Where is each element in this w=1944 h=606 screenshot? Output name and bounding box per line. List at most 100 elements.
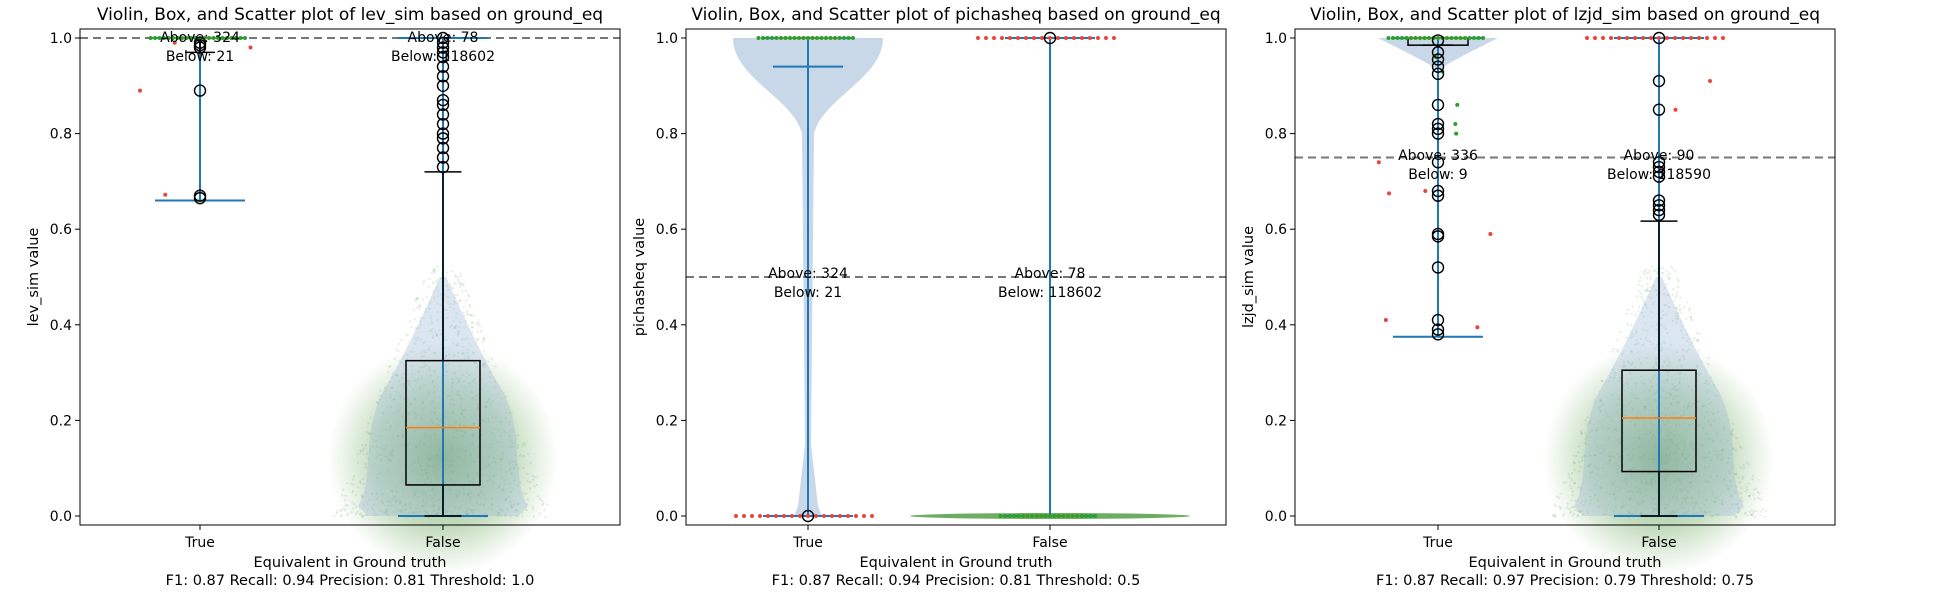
scatter-point xyxy=(514,453,517,457)
scatter-point xyxy=(437,508,440,511)
scatter-point xyxy=(508,434,512,437)
scatter-point xyxy=(457,302,460,305)
scatter-point xyxy=(1601,36,1605,40)
scatter-point xyxy=(426,513,430,516)
scatter-point xyxy=(454,492,458,496)
scatter-point xyxy=(388,365,391,369)
scatter-point xyxy=(1716,454,1719,458)
scatter-point xyxy=(1721,36,1725,40)
scatter-point xyxy=(414,343,417,346)
scatter-point xyxy=(1720,449,1724,452)
scatter-point xyxy=(530,462,533,465)
scatter-point xyxy=(510,429,513,432)
scatter-point xyxy=(1575,454,1578,458)
scatter-point xyxy=(1632,448,1635,451)
scatter-point xyxy=(1721,502,1724,506)
scatter-point xyxy=(369,449,372,452)
scatter-point xyxy=(1689,440,1693,443)
scatter-point xyxy=(471,433,474,436)
scatter-point xyxy=(469,415,473,419)
scatter-point xyxy=(1650,310,1653,314)
scatter-point xyxy=(984,36,988,40)
scatter-point xyxy=(1764,509,1768,512)
scatter-point xyxy=(1449,36,1454,40)
scatter-point xyxy=(1702,404,1706,407)
outlier-marker xyxy=(1652,199,1666,212)
scatter-point xyxy=(351,489,355,493)
scatter-point xyxy=(1671,382,1674,386)
scatter-point xyxy=(1642,328,1645,331)
scatter-point xyxy=(1629,312,1633,315)
scatter-point xyxy=(454,274,457,277)
scatter-point xyxy=(1458,36,1463,40)
scatter-point xyxy=(1695,364,1699,367)
scatter-point xyxy=(529,480,532,484)
scatter-point xyxy=(419,465,422,468)
scatter-point xyxy=(1578,470,1581,473)
scatter-point xyxy=(1642,297,1645,300)
scatter-point xyxy=(833,36,837,40)
scatter-point xyxy=(1580,509,1584,512)
scatter-point xyxy=(462,435,465,438)
scatter-point xyxy=(1629,372,1632,375)
scatter-point xyxy=(1584,419,1587,422)
scatter-point xyxy=(393,357,397,360)
scatter-point xyxy=(1709,401,1712,404)
scatter-point xyxy=(415,511,418,514)
scatter-point xyxy=(352,503,356,506)
scatter-point xyxy=(1024,36,1028,40)
scatter-point xyxy=(485,400,489,404)
scatter-point xyxy=(425,295,428,299)
scatter-point xyxy=(462,283,465,287)
scatter-point xyxy=(1664,454,1668,457)
scatter-point xyxy=(489,402,493,405)
scatter-point xyxy=(1553,503,1556,506)
y-tick-label: 1.0 xyxy=(1265,31,1287,47)
scatter-point xyxy=(1568,476,1571,479)
scatter-point xyxy=(1646,329,1649,332)
scatter-point xyxy=(1661,266,1665,269)
scatter-point xyxy=(1661,365,1664,368)
scatter-point xyxy=(445,338,448,342)
scatter-point xyxy=(1688,307,1691,310)
scatter-point xyxy=(1723,478,1726,482)
scatter-point xyxy=(437,498,441,501)
scatter-point xyxy=(1656,509,1659,512)
scatter-point xyxy=(390,489,394,493)
scatter-point xyxy=(1644,405,1647,408)
scatter-point xyxy=(1650,325,1653,328)
scatter-point xyxy=(453,326,457,329)
scatter-point xyxy=(516,514,519,518)
scatter-point xyxy=(493,380,497,384)
scatter-point xyxy=(415,338,418,342)
scatter-point xyxy=(471,385,474,388)
x-tick-label: False xyxy=(425,535,460,551)
scatter-point xyxy=(1639,512,1643,516)
scatter-point xyxy=(431,336,435,340)
scatter-point xyxy=(1673,107,1678,112)
scatter-point xyxy=(433,433,436,436)
scatter-point xyxy=(1690,319,1693,322)
scatter-point xyxy=(1601,379,1604,383)
scatter-point xyxy=(421,316,425,320)
scatter-point xyxy=(428,301,432,304)
scatter-point xyxy=(487,420,490,424)
scatter-point xyxy=(1678,309,1682,312)
scatter-point xyxy=(449,424,452,428)
scatter-point xyxy=(1634,313,1637,317)
scatter-point xyxy=(1662,313,1665,317)
scatter-point xyxy=(370,466,374,469)
scatter-point xyxy=(476,366,479,369)
scatter-point xyxy=(1588,431,1592,434)
scatter-point xyxy=(1664,304,1667,307)
scatter-point xyxy=(1700,510,1703,513)
scatter-point xyxy=(391,450,394,453)
scatter-point xyxy=(515,515,518,518)
scatter-point xyxy=(376,401,380,404)
scatter-point xyxy=(1648,340,1652,344)
y-tick-label: 0.2 xyxy=(1265,413,1287,429)
scatter-point xyxy=(1629,363,1633,366)
scatter-point xyxy=(1066,514,1070,518)
scatter-point xyxy=(1404,36,1409,40)
scatter-point xyxy=(458,365,461,368)
